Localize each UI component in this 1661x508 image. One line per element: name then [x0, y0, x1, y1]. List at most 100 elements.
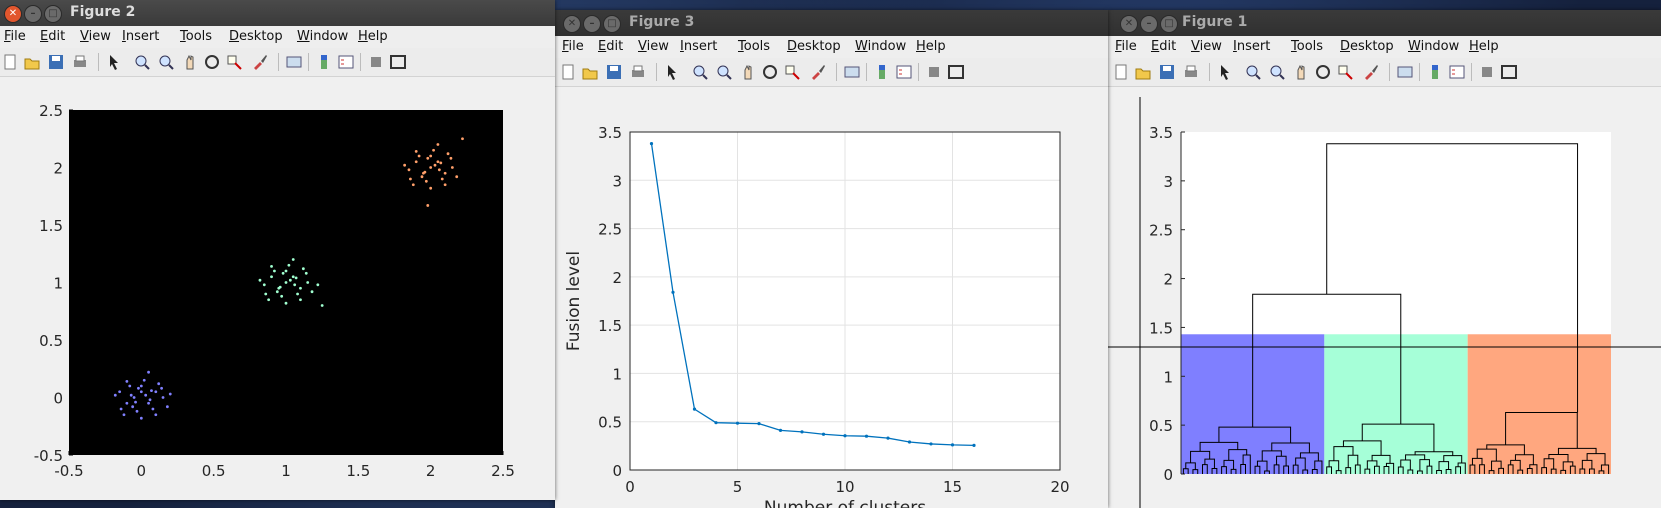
zoom-in-icon[interactable]	[692, 64, 708, 80]
close-icon[interactable]: ✕	[1120, 15, 1138, 33]
maximize-icon[interactable]: □	[1160, 15, 1178, 33]
maximize-icon[interactable]: □	[603, 15, 621, 33]
print-icon[interactable]	[1183, 64, 1199, 80]
pointer-icon[interactable]	[664, 64, 680, 80]
figure-3-window[interactable]: ✕ – □ Figure 3 File Edit View Insert Tools De…	[555, 10, 1108, 508]
zoom-out-icon[interactable]	[716, 64, 732, 80]
data-point	[417, 154, 421, 158]
rotate-icon[interactable]	[762, 64, 778, 80]
line-plot[interactable]: 0 5 10 15 20 0 0.5 1 1.5 2 2.5 3 3.5 Number of cluste…	[555, 87, 1108, 508]
menu-file[interactable]: File	[4, 29, 26, 44]
zoom-out-icon[interactable]	[1269, 64, 1285, 80]
new-icon[interactable]	[1113, 64, 1129, 80]
menu-edit[interactable]: Edit	[1151, 39, 1177, 54]
zoom-out-icon[interactable]	[158, 54, 174, 70]
data-cursor-icon[interactable]	[1337, 64, 1353, 80]
pointer-icon[interactable]	[1217, 64, 1233, 80]
dendrogram-link	[1326, 143, 1579, 413]
legend-icon[interactable]	[1449, 64, 1465, 80]
toolbar-separator	[1419, 63, 1420, 81]
menu-help[interactable]: Help	[1469, 39, 1499, 54]
open-icon[interactable]	[24, 54, 40, 70]
colorbar-icon[interactable]	[316, 54, 332, 70]
new-icon[interactable]	[2, 54, 18, 70]
rotate-icon[interactable]	[204, 54, 220, 70]
scatter-plot[interactable]: -0.5 0 0.5 1 1.5 2 2.5 -0.5 0 0.5 1 1.5 2 2.5	[0, 77, 555, 500]
minimize-icon[interactable]: –	[583, 15, 601, 33]
title-bar[interactable]: ✕ – □ Figure 1	[1108, 10, 1661, 36]
menu-tools[interactable]: Tools	[1291, 39, 1324, 54]
figure-2-window[interactable]: ✕ – □ Figure 2 File Edit View Insert Tools De…	[0, 0, 555, 500]
figure-1-window[interactable]: ✕ – □ Figure 1 File Edit View Insert Tools De…	[1108, 10, 1661, 508]
menu-desktop[interactable]: Desktop	[229, 29, 283, 44]
brush-icon[interactable]	[810, 64, 826, 80]
menu-edit[interactable]: Edit	[598, 39, 624, 54]
pan-icon[interactable]	[740, 64, 756, 80]
menu-help[interactable]: Help	[916, 39, 946, 54]
menu-edit[interactable]: Edit	[40, 29, 66, 44]
hide-tools-icon[interactable]	[926, 64, 942, 80]
pan-icon[interactable]	[1293, 64, 1309, 80]
zoom-in-icon[interactable]	[134, 54, 150, 70]
menu-insert[interactable]: Insert	[1233, 39, 1271, 54]
link-icon[interactable]	[286, 54, 302, 70]
new-icon[interactable]	[560, 64, 576, 80]
menu-help[interactable]: Help	[358, 29, 388, 44]
dendrogram-plot[interactable]: 0 0.5 1 1.5 2 2.5 3 3.5	[1108, 87, 1661, 508]
fusion-point	[714, 421, 718, 425]
minimize-icon[interactable]: –	[1140, 15, 1158, 33]
legend-icon[interactable]	[896, 64, 912, 80]
menu-view[interactable]: View	[1191, 39, 1222, 54]
menu-desktop[interactable]: Desktop	[1340, 39, 1394, 54]
title-bar[interactable]: ✕ – □ Figure 2	[0, 0, 555, 26]
save-icon[interactable]	[1159, 64, 1175, 80]
data-point	[296, 292, 299, 296]
menu-view[interactable]: View	[80, 29, 111, 44]
save-icon[interactable]	[606, 64, 622, 80]
hide-tools-icon[interactable]	[1479, 64, 1495, 80]
menu-view[interactable]: View	[638, 39, 669, 54]
show-tools-icon[interactable]	[948, 64, 964, 80]
zoom-in-icon[interactable]	[1245, 64, 1261, 80]
title-bar[interactable]: ✕ – □ Figure 3	[555, 10, 1108, 36]
menu-insert[interactable]: Insert	[122, 29, 160, 44]
data-point	[131, 405, 135, 409]
menu-tools[interactable]: Tools	[180, 29, 213, 44]
menu-tools[interactable]: Tools	[738, 39, 771, 54]
link-icon[interactable]	[1397, 64, 1413, 80]
show-tools-icon[interactable]	[390, 54, 406, 70]
data-point	[262, 283, 266, 287]
colorbar-icon[interactable]	[1427, 64, 1443, 80]
menu-window[interactable]: Window	[855, 39, 907, 54]
open-icon[interactable]	[582, 64, 598, 80]
show-tools-icon[interactable]	[1501, 64, 1517, 80]
menu-file[interactable]: File	[562, 39, 584, 54]
menu-insert[interactable]: Insert	[680, 39, 718, 54]
link-icon[interactable]	[844, 64, 860, 80]
pan-icon[interactable]	[182, 54, 198, 70]
colorbar-icon[interactable]	[874, 64, 890, 80]
data-cursor-icon[interactable]	[784, 64, 800, 80]
print-icon[interactable]	[72, 54, 88, 70]
save-icon[interactable]	[48, 54, 64, 70]
maximize-icon[interactable]: □	[44, 5, 62, 23]
close-icon[interactable]: ✕	[4, 5, 22, 23]
rotate-icon[interactable]	[1315, 64, 1331, 80]
hide-tools-icon[interactable]	[368, 54, 384, 70]
brush-icon[interactable]	[1363, 64, 1379, 80]
menu-file[interactable]: File	[1115, 39, 1137, 54]
brush-icon[interactable]	[252, 54, 268, 70]
pointer-icon[interactable]	[106, 54, 122, 70]
y-tick-label: 0	[612, 462, 622, 480]
close-icon[interactable]: ✕	[563, 15, 581, 33]
legend-icon[interactable]	[338, 54, 354, 70]
menu-window[interactable]: Window	[1408, 39, 1460, 54]
print-icon[interactable]	[630, 64, 646, 80]
menu-desktop[interactable]: Desktop	[787, 39, 841, 54]
minimize-icon[interactable]: –	[24, 5, 42, 23]
data-point	[118, 390, 122, 394]
open-icon[interactable]	[1135, 64, 1151, 80]
data-cursor-icon[interactable]	[226, 54, 242, 70]
data-point	[294, 276, 298, 280]
menu-window[interactable]: Window	[297, 29, 349, 44]
